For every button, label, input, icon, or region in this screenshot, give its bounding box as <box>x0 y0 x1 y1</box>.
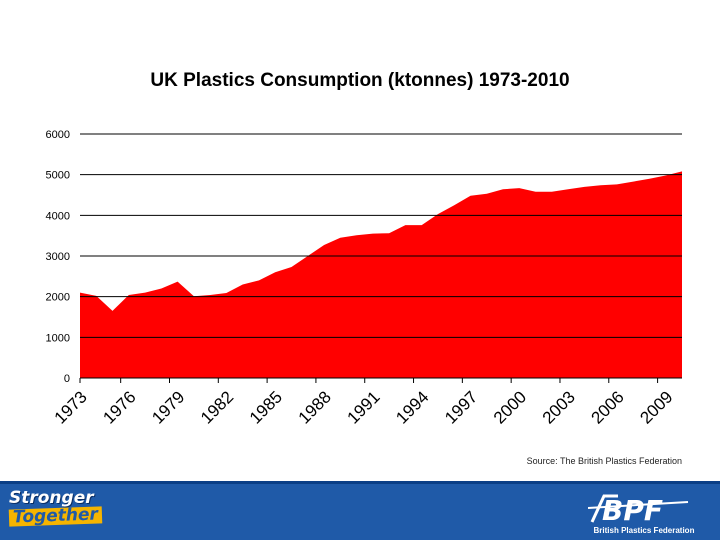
bpf-tagline: British Plastics Federation <box>593 526 695 535</box>
chart-title: UK Plastics Consumption (ktonnes) 1973-2… <box>150 70 570 91</box>
y-tick-label: 6000 <box>46 129 70 141</box>
x-tick-label: 1985 <box>246 387 286 427</box>
x-tick-label: 1973 <box>51 387 91 427</box>
x-tick-label: 1997 <box>441 387 481 427</box>
bpf-logo-swoosh <box>588 494 689 523</box>
area-series <box>80 171 682 378</box>
x-tick-label: 2006 <box>588 387 628 427</box>
source-note: Source: The British Plastics Federation <box>526 456 682 466</box>
stronger-together-logo: Stronger Together <box>8 488 103 528</box>
bpf-logo-text: BPF <box>602 494 663 526</box>
y-tick-label: 2000 <box>46 292 70 304</box>
x-tick-label: 1994 <box>392 387 432 427</box>
y-tick-label: 5000 <box>46 170 70 182</box>
x-tick-label: 1982 <box>197 387 237 427</box>
y-tick-label: 3000 <box>46 251 70 263</box>
x-tick-label: 2003 <box>539 387 579 427</box>
footer-rule <box>0 481 720 484</box>
y-tick-label: 1000 <box>46 332 70 344</box>
x-tick-label: 2009 <box>636 387 676 427</box>
y-tick-label: 4000 <box>46 210 70 222</box>
slogan-line-1: Stronger <box>9 488 94 508</box>
x-tick-label: 1979 <box>148 387 188 427</box>
x-tick-label: 1976 <box>99 387 139 427</box>
x-tick-label: 1991 <box>344 387 384 427</box>
bpf-logo: BPF <box>588 494 689 526</box>
y-tick-label: 0 <box>64 373 70 385</box>
slogan-line-2: Together <box>8 505 103 528</box>
x-tick-label: 1988 <box>295 387 335 427</box>
footer-band <box>0 481 720 540</box>
x-tick-label: 2000 <box>490 387 530 427</box>
